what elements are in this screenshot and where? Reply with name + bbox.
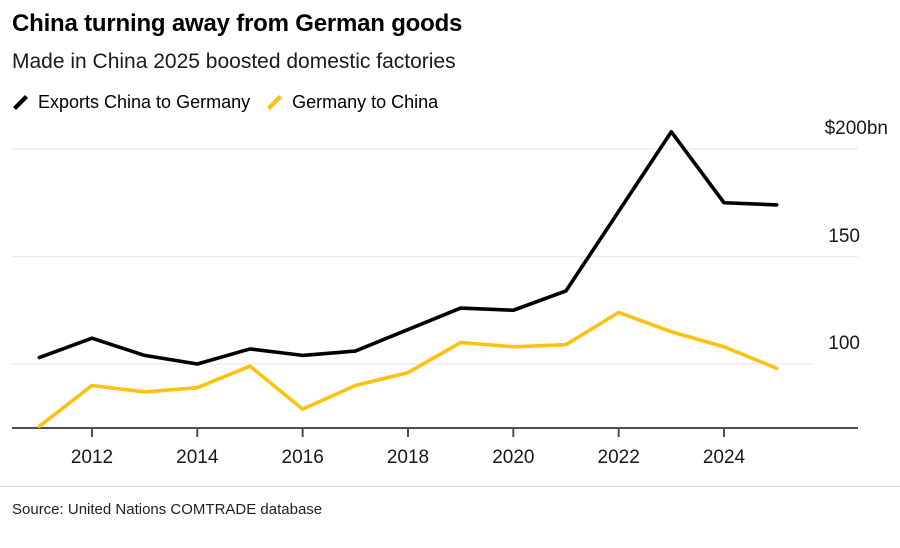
y-axis-label-150: 150 (828, 225, 860, 247)
x-axis-label-2024: 2024 (702, 447, 746, 468)
legend-item-germany-to-china: Germany to China (266, 92, 438, 113)
y-axis-label-100: 100 (828, 333, 860, 354)
source-note: Source: United Nations COMTRADE database (12, 501, 323, 518)
x-axis-label-2020: 2020 (492, 447, 535, 468)
yellow-line-swatch-icon (267, 95, 283, 110)
y-axis-label-200: $200bn (824, 118, 888, 139)
black-line-swatch-icon (13, 95, 28, 110)
x-axis-label-2012: 2012 (70, 447, 114, 468)
footer-divider (0, 486, 900, 487)
x-axis-label-2022: 2022 (597, 447, 640, 468)
series-line-germany-to-china (37, 310, 779, 429)
chart-title: China turning away from German goods (12, 10, 463, 37)
x-axis-label-2014: 2014 (176, 447, 219, 468)
legend-item-exports-china-to-germany: Exports China to Germany (12, 92, 250, 113)
legend-label-exports-china-to-germany: Exports China to Germany (38, 92, 251, 112)
legend-label-germany-to-china: Germany to China (292, 92, 439, 112)
x-axis-label-2018: 2018 (386, 447, 430, 468)
series-line-exports-china-to-germany (37, 130, 779, 366)
x-axis-label-2016: 2016 (281, 447, 324, 468)
chart-legend: Exports China to Germany Germany to Chin… (12, 92, 438, 113)
chart-subtitle: Made in China 2025 boosted domestic fact… (12, 50, 456, 73)
